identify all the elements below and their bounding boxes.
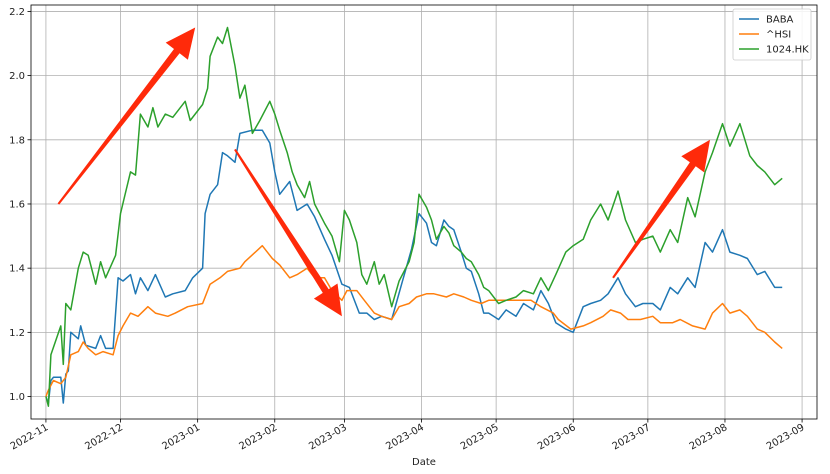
annotation-arrow: [612, 139, 710, 279]
legend-box: [732, 8, 812, 61]
y-tick-label: 2.2: [9, 7, 25, 18]
plot-frame: [30, 4, 818, 420]
y-axis-ticks: 1.0 1.2 1.4 1.6 1.8 2.0 2.2: [9, 7, 31, 403]
annotation-arrow: [57, 27, 196, 205]
y-tick-label: 1.6: [9, 199, 25, 210]
legend-label: ^HSI: [766, 30, 791, 41]
series-line-baba: [45, 129, 783, 404]
y-tick-label: 1.0: [9, 392, 25, 403]
y-tick-label: 1.8: [9, 135, 25, 146]
annotation-arrow: [234, 148, 342, 317]
y-tick-label: 1.2: [9, 328, 25, 339]
legend: BABA ^HSI 1024.HK: [732, 8, 812, 61]
series-line-hsi: [45, 244, 783, 397]
y-tick-label: 2.0: [9, 71, 25, 82]
legend-label: BABA: [766, 15, 794, 26]
legend-label: 1024.HK: [766, 45, 809, 56]
x-axis-label: Date: [412, 457, 436, 468]
annotation-arrows: [57, 27, 710, 317]
y-tick-label: 1.4: [9, 264, 25, 275]
